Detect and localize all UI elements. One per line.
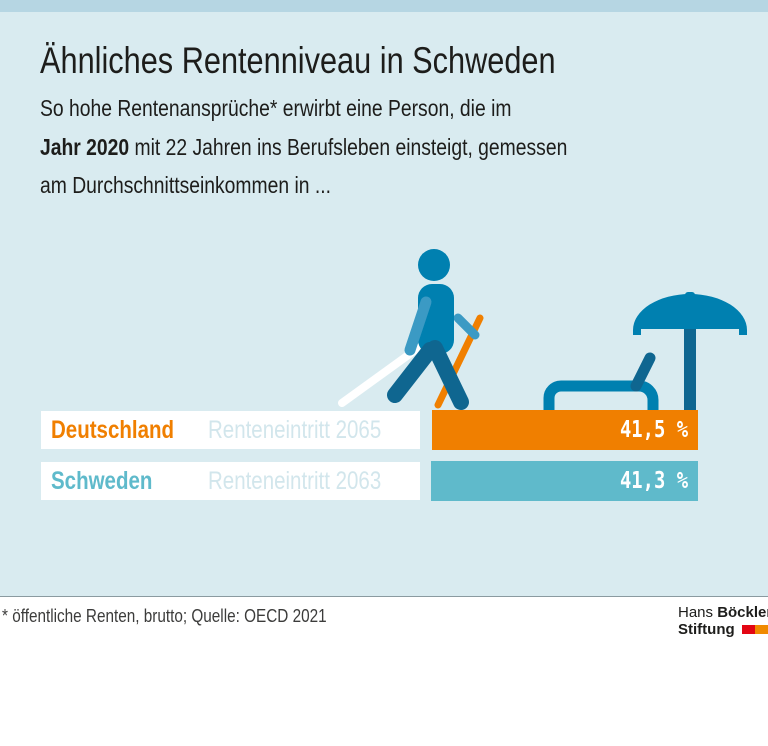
retirement-entry-label: Renteneintritt 2065 <box>208 416 382 444</box>
retirement-entry-label: Renteneintritt 2063 <box>208 467 382 495</box>
parasol-icon <box>633 292 747 411</box>
logo-text: Stiftung <box>678 621 735 638</box>
subtitle-line-1: So hohe Rentenansprüche* erwirbt eine Pe… <box>40 95 512 121</box>
top-strip <box>0 0 768 12</box>
subtitle-line-2: Jahr 2020 mit 22 Jahren ins Berufsleben … <box>40 134 567 161</box>
bar-deutschland: 41,5 % <box>432 410 698 450</box>
logo-mark-icon <box>741 625 755 634</box>
row-label-schweden: Schweden Renteneintritt 2063 <box>41 462 420 500</box>
subtitle-line-3: am Durchschnittseinkommen in ... <box>40 172 331 198</box>
country-label: Schweden <box>51 467 153 495</box>
subtitle-line-2-rest: mit 22 Jahren ins Berufsleben einsteigt,… <box>129 134 568 160</box>
logo-line-2: Stiftung <box>678 621 768 638</box>
divider <box>0 596 768 597</box>
value-label: 41,5 % <box>619 417 688 443</box>
row-label-deutschland: Deutschland Renteneintritt 2065 <box>41 411 420 449</box>
footnote: * öffentliche Renten, brutto; Quelle: OE… <box>2 606 327 626</box>
subtitle-bold: Jahr 2020 <box>40 134 130 160</box>
retirement-illustration <box>338 249 747 411</box>
logo-text: Hans <box>678 604 718 621</box>
sun-lounger-icon <box>543 352 659 410</box>
value-label: 41,3 % <box>619 468 688 494</box>
logo-line-1: Hans Böckler <box>678 604 768 621</box>
chart-title: Ähnliches Rentenniveau in Schweden <box>40 40 556 81</box>
logo-mark-icon <box>754 625 768 634</box>
country-label: Deutschland <box>51 416 175 444</box>
walking-person-icon <box>338 249 484 410</box>
bar-schweden: 41,3 % <box>431 461 698 501</box>
logo-text-bold: Böckler <box>717 604 768 621</box>
